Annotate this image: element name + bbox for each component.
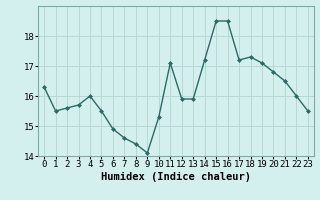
- X-axis label: Humidex (Indice chaleur): Humidex (Indice chaleur): [101, 172, 251, 182]
